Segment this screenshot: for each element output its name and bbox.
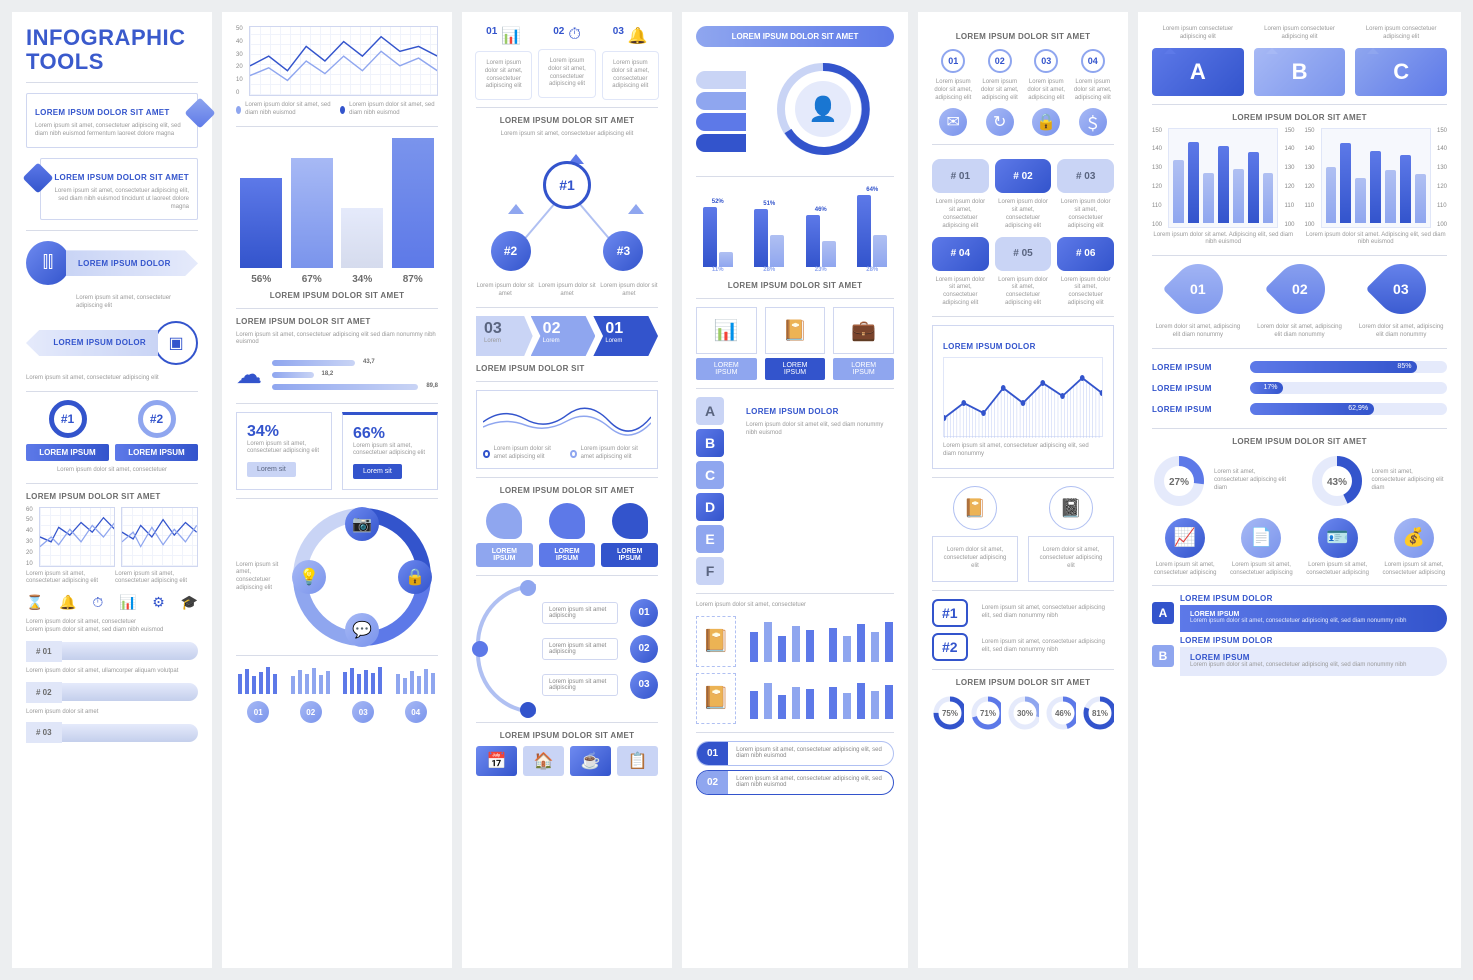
icon-wheel: 📷 🔒 💬 💡 [292,507,432,647]
tag-2: LOREM IPSUM DOLOR SIT AMET Lorem ipsum s… [40,158,198,220]
tab-C: C [1355,48,1447,96]
notebook-icon: 📔 [765,307,826,354]
card-2-btn[interactable]: Lorem sit [353,464,402,479]
chart-icon: 📊 [696,307,757,354]
svg-text:27%: 27% [1169,477,1189,488]
hierarchy-diagram: #1 #2 #3 Lorem ipsum dolor sit amet Lore… [476,149,658,299]
mini-line-chart-2 [121,507,198,567]
svg-text:71%: 71% [980,709,996,718]
icon-row: ⌛ 🔔 ⏱ 📊 ⚙ 🎓 [26,594,198,611]
bell-icon: 🔔 [628,26,648,46]
calendar-icon: 📅 [476,746,517,776]
camera-icon: 📷 [345,507,379,541]
notebook-icon: 📔 [696,616,736,667]
hash-1: #1Lorem ipsum sit amet, consectetuer adi… [932,599,1114,627]
cloud-icon: ☁ [236,359,266,390]
mini-line-chart-1 [39,507,116,567]
column-2: 50403020100 Lorem ipsum dolor sit amet, … [222,12,452,968]
numbered-1: #1 LOREM IPSUM [26,400,109,461]
coffee-icon: ☕ [570,746,611,776]
svg-text:30%: 30% [1017,709,1033,718]
svg-text:43%: 43% [1326,477,1346,488]
refresh-icon: ↻ [986,108,1014,136]
notebook-icon: 📓 [1049,486,1093,530]
tri-btn-1[interactable]: LOREM IPSUM [696,358,757,380]
screen-icon: ▣ [154,321,198,365]
column-3: 01📊Lorem ipsum dolor sit amet, consectet… [462,12,672,968]
money-icon: 💰 [1394,518,1434,558]
hash-2: #2Lorem ipsum sit amet, consectetuer adi… [932,633,1114,661]
svg-text:81%: 81% [1092,709,1108,718]
step-01: 01📊Lorem ipsum dolor sit amet, consectet… [476,26,531,99]
tag-1: LOREM IPSUM DOLOR SIT AMET Lorem ipsum s… [26,93,198,148]
svg-text:👤: 👤 [808,95,838,123]
note-icon: 📋 [617,746,658,776]
ribbon-title: LOREM IPSUM DOLOR SIT AMET [696,26,894,47]
tri-btn-2[interactable]: LOREM IPSUM [765,358,826,380]
column-4: LOREM IPSUM DOLOR SIT AMET 👤 52%11% 51%2… [682,12,908,968]
chart-icon: 📊 [119,594,136,611]
dual-bar-chart: 52%11% 51%28% 46%23% 64%28% [696,185,894,275]
notebook-icon: 📔 [953,486,997,530]
column-1: INFOGRAPHIC TOOLS LOREM IPSUM DOLOR SIT … [12,12,212,968]
briefcase-icon: 💼 [833,307,894,354]
pill-02: 02Lorem ipsum sit amet, consectetuer adi… [696,770,894,795]
bar3d-chart: 56% 67% 34% 87% [236,135,438,285]
notebook-icon: 📔 [696,673,736,724]
hbar-1: Lorem ipsum dolor sit amet, sed diam nib… [26,627,198,662]
top-line-chart [249,26,438,96]
sparkline-row: 01 02 03 04 [236,664,438,725]
tab-A: A [1152,48,1244,96]
lock-icon: 🔒 [398,560,432,594]
avatar-ring: 👤 [752,59,894,164]
step-03: 03🔔Lorem ipsum dolor sit amet, consectet… [603,26,658,99]
chat-icon: 💬 [345,613,379,647]
arrow-right: ⫿⫿ LOREM IPSUM DOLOR [26,241,198,285]
pill-01: 01Lorem ipsum sit amet, consectetuer adi… [696,741,894,766]
bell-icon: 🔔 [59,594,76,611]
step-02: 02⏱Lorem ipsum dolor sit amet, consectet… [539,26,594,99]
card-1-btn[interactable]: Lorem sit [247,462,296,477]
dollar-icon: ＄ [1079,108,1107,136]
lock-icon: 🔒 [1032,108,1060,136]
bulb-icon: 💡 [292,560,326,594]
tab-B: B [1254,48,1346,96]
hourglass-icon: ⌛ [26,594,43,611]
numbered-2: #2 LOREM IPSUM [115,400,198,461]
rings-row: 75% 71% 30% 46% 81% [932,695,1114,731]
banner-A: A LOREM IPSUM DOLOR LOREM IPSUM Lorem ip… [1152,594,1447,632]
hbar-3: Lorem ipsum dolor sit amet# 03 [26,709,198,744]
doc-icon: 📄 [1241,518,1281,558]
area-chart-card: LOREM IPSUM DOLOR Lorem ipsum sit amet, … [932,325,1114,470]
arrow-steps: 03Lorem 02Lorem 01Lorem [476,316,658,356]
svg-text:75%: 75% [942,709,958,718]
chart-icon: 📊 [501,26,521,46]
timer-icon: ⏱ [568,26,580,44]
chart-icon: ⫿⫿ [26,241,70,285]
thread-diagram: Lorem ipsum sit amet adipiscing01 Lorem … [476,584,658,714]
id-icon: 🪪 [1318,518,1358,558]
arrow-left: LOREM IPSUM DOLOR ▣ [26,321,198,365]
wave-chart: Lorem ipsum dolor sit amet adipiscing el… [476,390,658,469]
cap-icon: 🎓 [181,594,198,611]
banner-B: B LOREM IPSUM DOLOR LOREM IPSUM Lorem ip… [1152,636,1447,676]
svg-text:46%: 46% [1055,709,1071,718]
hbar-2: Lorem ipsum dolor sit amet, ullamcorper … [26,668,198,703]
pct-card-2: 66% Lorem ipsum sit amet, consectetuer a… [342,412,438,491]
tri-btn-3[interactable]: LOREM IPSUM [833,358,894,380]
pct-card-1: 34% Lorem ipsum sit amet, consectetuer a… [236,412,332,491]
timer-icon: ⏱ [92,594,103,611]
column-5: LOREM IPSUM DOLOR SIT AMET 01Lorem ipsum… [918,12,1128,968]
column-6: Lorem ipsum consectetuer adipiscing elit… [1138,12,1461,968]
gear-icon: ⚙ [152,594,165,611]
letter-list: A B C D E F LOREM IPSUM DOLOR Lorem ipsu… [696,397,894,585]
bar-chart-left: 150140130120110100 150140130120110100 Lo… [1152,128,1295,248]
mail-icon: ✉ [939,108,967,136]
home-icon: 🏠 [523,746,564,776]
bar-chart-right: 150140130120110100 150140130120110100 Lo… [1305,128,1448,248]
chart-icon: 📈 [1165,518,1205,558]
main-title: INFOGRAPHIC TOOLS [26,26,198,74]
mini-chart-title: LOREM IPSUM DOLOR SIT AMET [26,492,198,501]
